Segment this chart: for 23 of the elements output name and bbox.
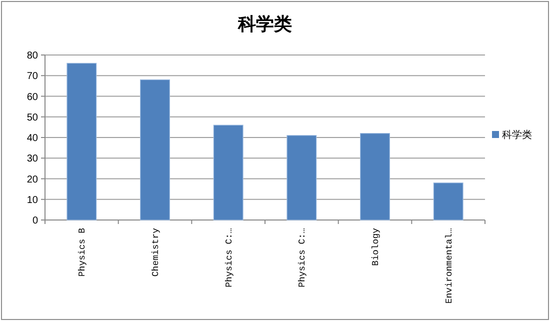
y-tick-label: 40	[26, 133, 38, 144]
y-tick-label: 50	[26, 112, 38, 124]
bar	[66, 62, 97, 220]
bar	[213, 124, 244, 220]
y-tick-label: 30	[26, 154, 38, 165]
x-tick-label: Physics C:…	[298, 228, 308, 288]
y-tick-label: 0	[32, 216, 38, 226]
chart-title: 科学类	[237, 14, 292, 34]
legend-label: 科学类	[502, 129, 532, 141]
bar	[286, 135, 317, 220]
x-tick-label: Environmental…	[444, 228, 454, 304]
y-tick-label: 10	[26, 194, 38, 206]
y-tick-label: 70	[26, 71, 38, 82]
x-tick-label: Physics C:…	[224, 228, 234, 288]
bar	[360, 133, 390, 220]
bar	[140, 79, 170, 220]
y-tick-label: 80	[26, 50, 38, 62]
bar	[433, 182, 464, 220]
y-tick-label: 20	[26, 174, 38, 186]
x-tick-label: Physics B	[78, 227, 88, 277]
x-tick-label: Biology	[371, 227, 381, 266]
y-tick-label: 60	[26, 92, 38, 103]
x-tick-label: Chemistry	[151, 227, 161, 277]
